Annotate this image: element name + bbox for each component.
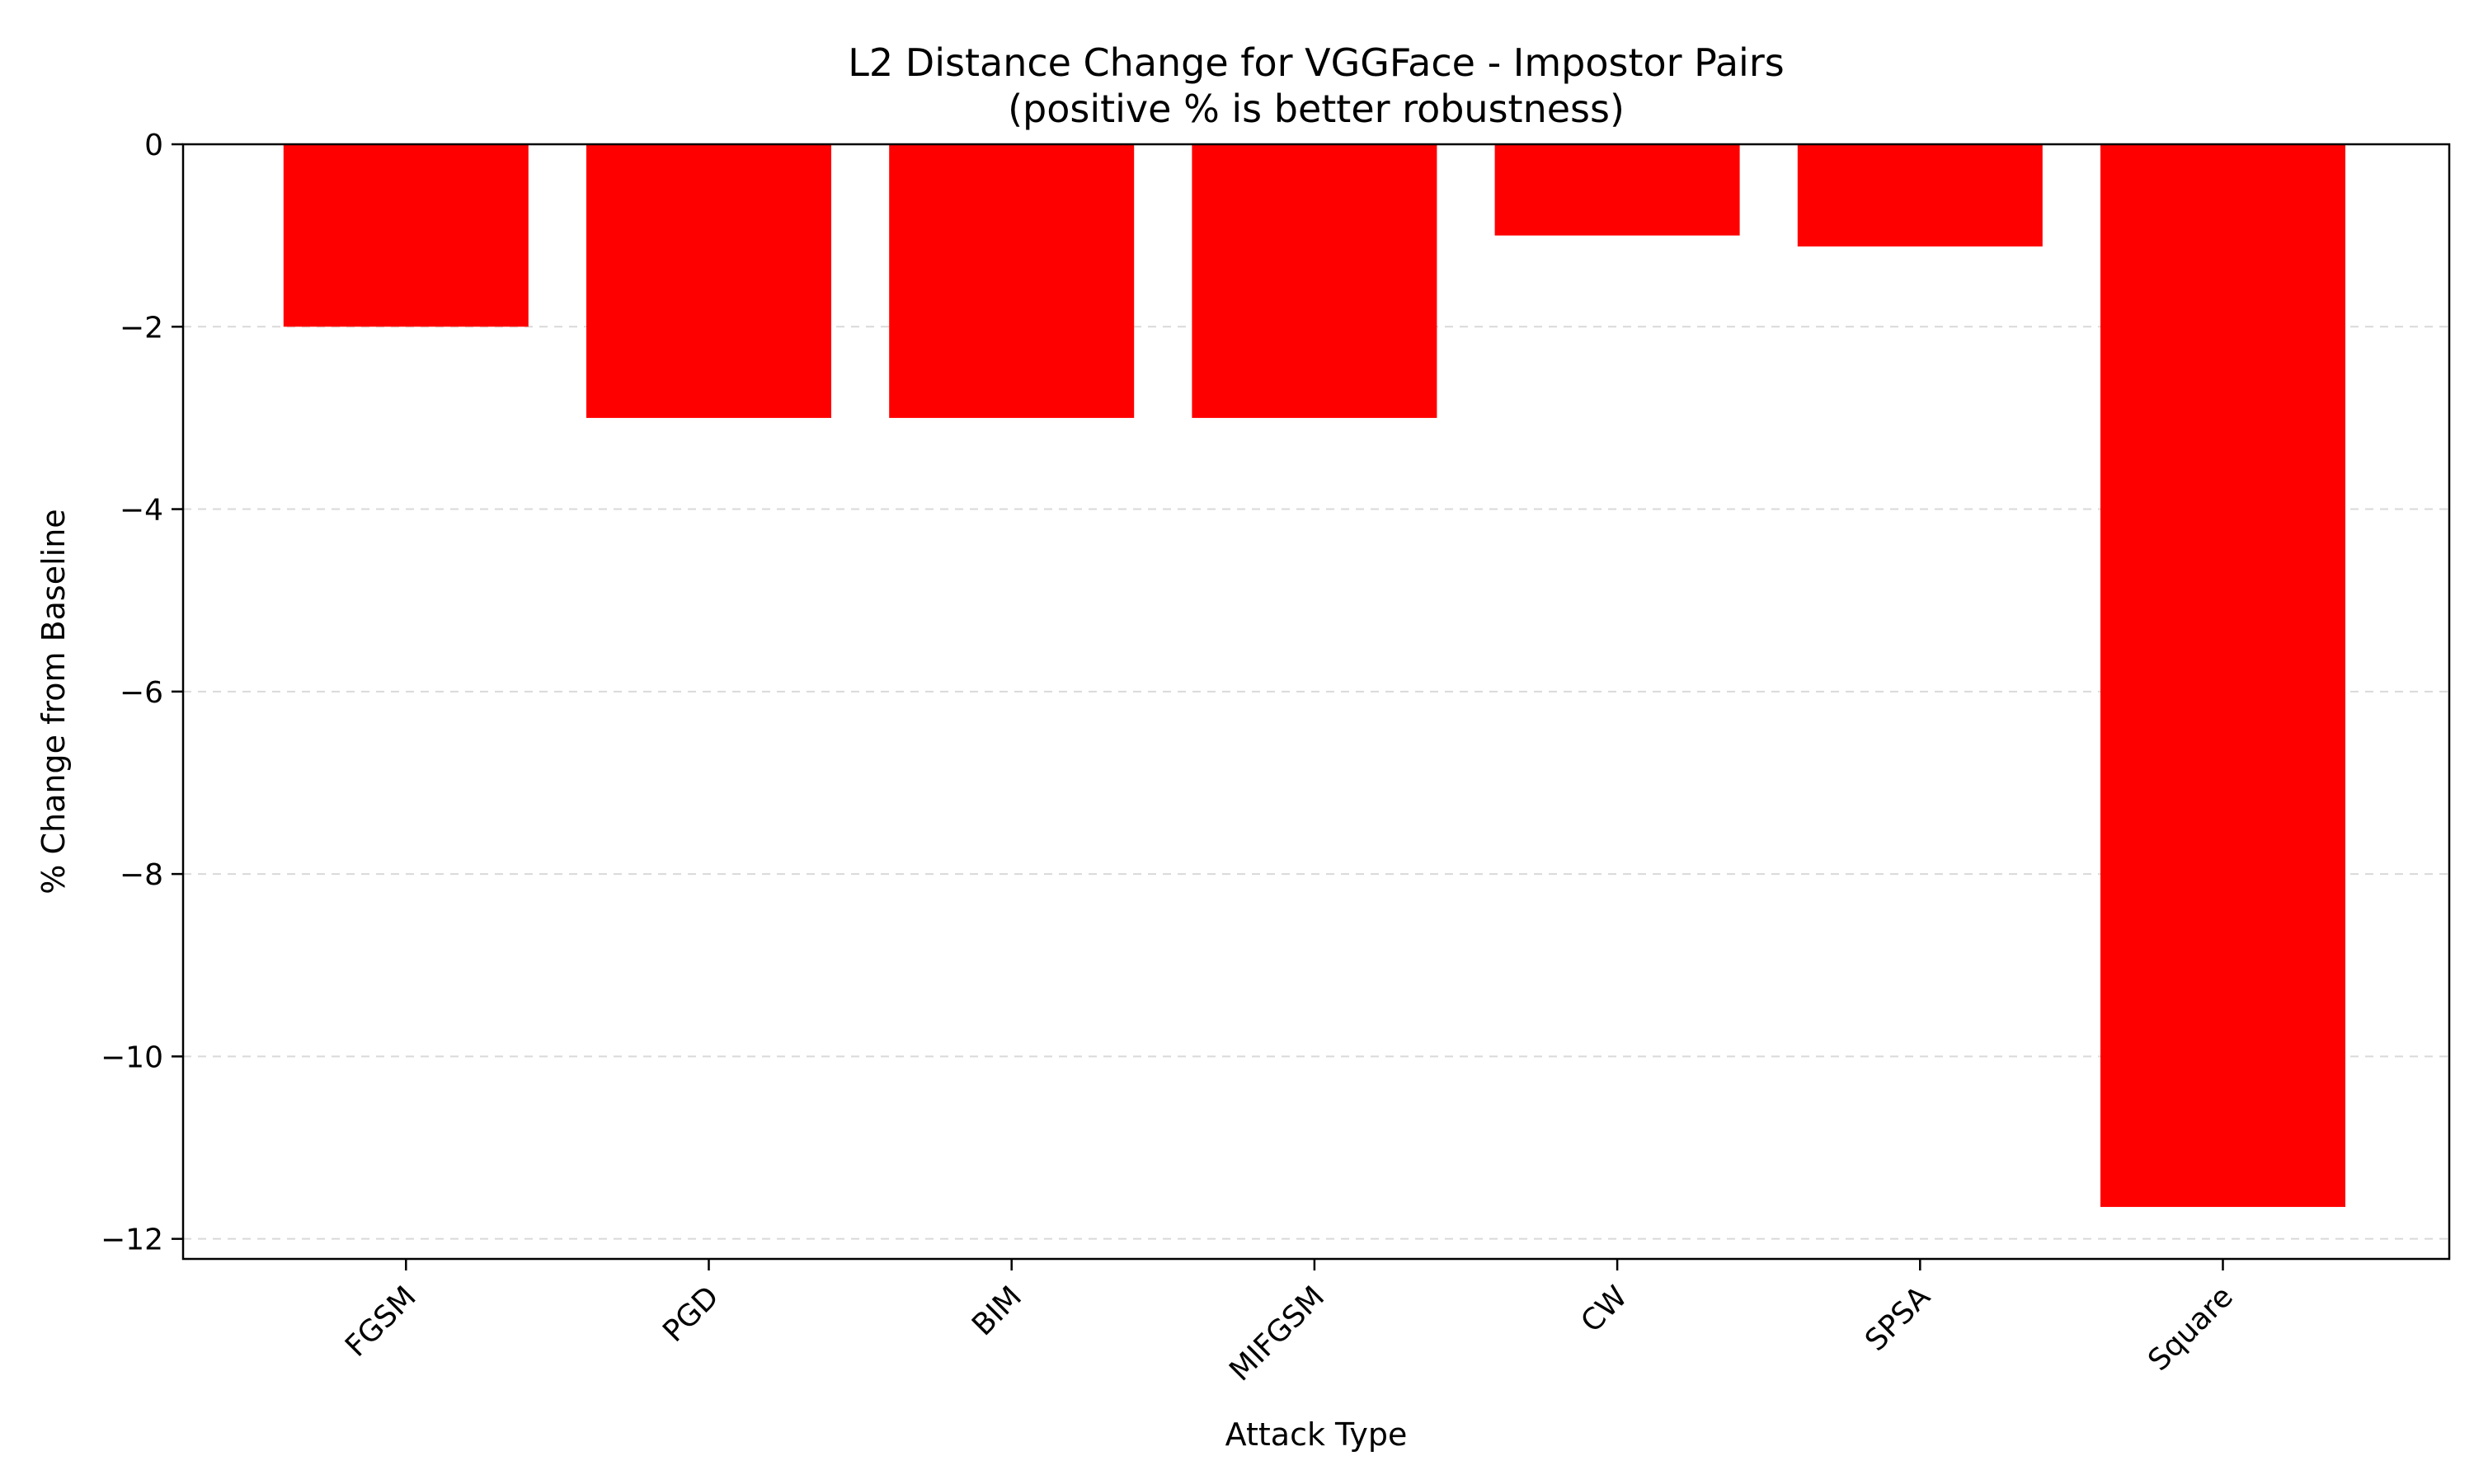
y-tick-label: −12 bbox=[101, 1223, 163, 1257]
bar-mifgsm bbox=[1192, 144, 1437, 418]
x-axis-label: Attack Type bbox=[1225, 1416, 1408, 1453]
y-tick-label: −4 bbox=[120, 494, 163, 528]
chart-title: L2 Distance Change for VGGFace - Imposto… bbox=[848, 40, 1784, 85]
bar-cw bbox=[1494, 144, 1740, 236]
y-tick-label: 0 bbox=[144, 129, 163, 162]
y-axis-label: % Change from Baseline bbox=[35, 509, 72, 894]
grid-lines bbox=[183, 326, 2449, 1240]
bars bbox=[283, 144, 2345, 1207]
y-tick-label: −8 bbox=[120, 858, 163, 892]
bar-pgd bbox=[586, 144, 831, 418]
bar-bim bbox=[889, 144, 1135, 418]
y-tick-label: −10 bbox=[101, 1040, 163, 1074]
chart-subtitle: (positive % is better robustness) bbox=[1008, 87, 1625, 131]
plot-frame bbox=[181, 143, 2451, 1261]
bar-spsa bbox=[1797, 144, 2043, 247]
bar-square bbox=[2100, 144, 2345, 1207]
bar-fgsm bbox=[283, 144, 529, 327]
y-tick-label: −2 bbox=[120, 311, 163, 345]
y-tick-label: −6 bbox=[120, 676, 163, 710]
